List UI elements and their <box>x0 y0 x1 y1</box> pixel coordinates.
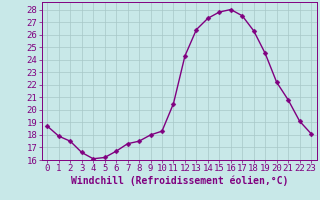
X-axis label: Windchill (Refroidissement éolien,°C): Windchill (Refroidissement éolien,°C) <box>70 176 288 186</box>
